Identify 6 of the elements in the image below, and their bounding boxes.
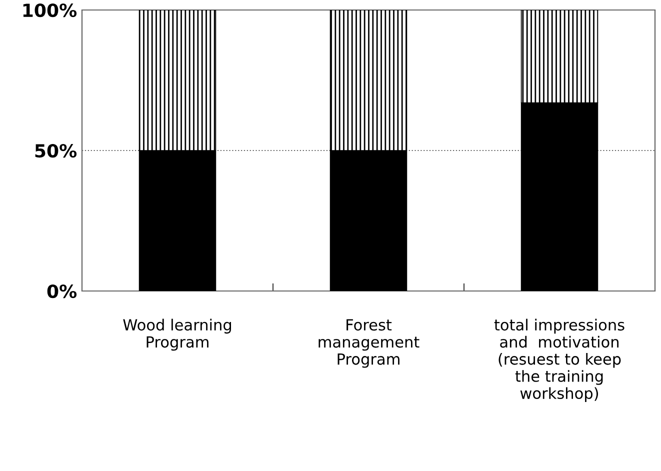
- x-tick-label: total impressions and motivation (resuest to keep the training workshop): [494, 318, 624, 402]
- y-tick-label: 50%: [35, 144, 77, 158]
- y-tick-label: 100%: [23, 3, 77, 18]
- x-tick-label: Wood learning Program: [123, 318, 232, 351]
- y-tick-label: 0%: [47, 284, 77, 298]
- x-tick-label: Forest management Program: [318, 319, 420, 368]
